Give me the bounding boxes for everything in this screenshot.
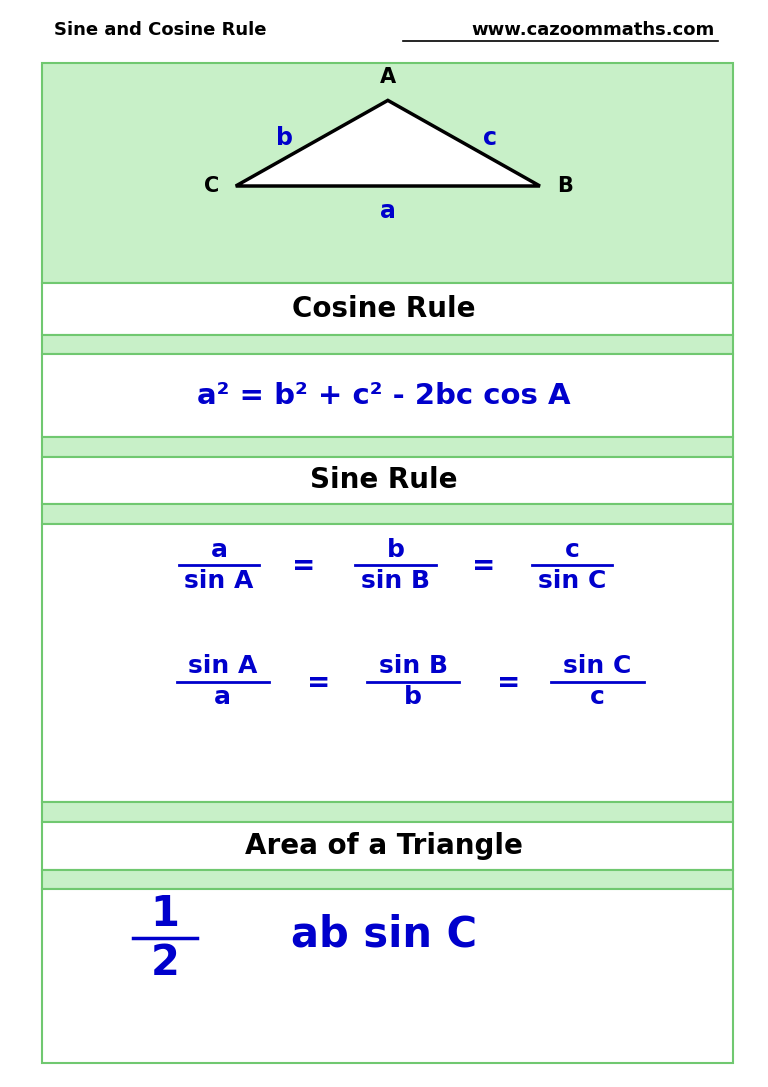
Text: B: B	[557, 176, 573, 196]
Text: C: C	[204, 176, 219, 196]
Text: =: =	[292, 552, 315, 580]
Bar	[42, 283, 733, 335]
Text: Sine and Cosine Rule: Sine and Cosine Rule	[54, 22, 266, 39]
Bar	[42, 802, 733, 822]
Text: ab sin C: ab sin C	[291, 914, 477, 955]
Text: a: a	[380, 199, 396, 223]
Text: sin B: sin B	[379, 654, 448, 678]
Text: sin A: sin A	[184, 569, 253, 592]
Text: Sine Rule: Sine Rule	[310, 466, 458, 495]
Text: www.cazoommaths.com: www.cazoommaths.com	[471, 22, 714, 39]
Bar	[42, 437, 733, 457]
Text: 1: 1	[151, 892, 180, 935]
Bar	[42, 354, 733, 437]
Text: 2: 2	[151, 942, 180, 985]
Text: sin C: sin C	[538, 569, 607, 592]
Text: c: c	[483, 126, 497, 150]
Text: =: =	[307, 669, 330, 697]
Bar	[42, 63, 733, 283]
Text: sin C: sin C	[563, 654, 632, 678]
Text: sin B: sin B	[361, 569, 430, 592]
Text: c: c	[564, 538, 580, 562]
Text: b: b	[276, 126, 293, 150]
Bar	[42, 822, 733, 870]
Text: =: =	[498, 669, 521, 697]
Text: b: b	[386, 538, 405, 562]
Text: =: =	[472, 552, 495, 580]
Text: sin A: sin A	[188, 654, 257, 678]
Bar	[42, 504, 733, 524]
Bar	[42, 457, 733, 504]
Bar	[42, 335, 733, 354]
Text: b: b	[404, 685, 422, 709]
Text: a: a	[214, 685, 231, 709]
Text: a² = b² + c² - 2bc cos A: a² = b² + c² - 2bc cos A	[197, 382, 571, 410]
Text: A: A	[380, 67, 396, 87]
Bar	[42, 889, 733, 1063]
Text: Cosine Rule: Cosine Rule	[293, 295, 475, 323]
Text: a: a	[210, 538, 227, 562]
Text: Area of a Triangle: Area of a Triangle	[245, 832, 523, 860]
Bar	[42, 524, 733, 802]
Bar	[42, 870, 733, 889]
Polygon shape	[236, 100, 540, 186]
Text: c: c	[590, 685, 605, 709]
